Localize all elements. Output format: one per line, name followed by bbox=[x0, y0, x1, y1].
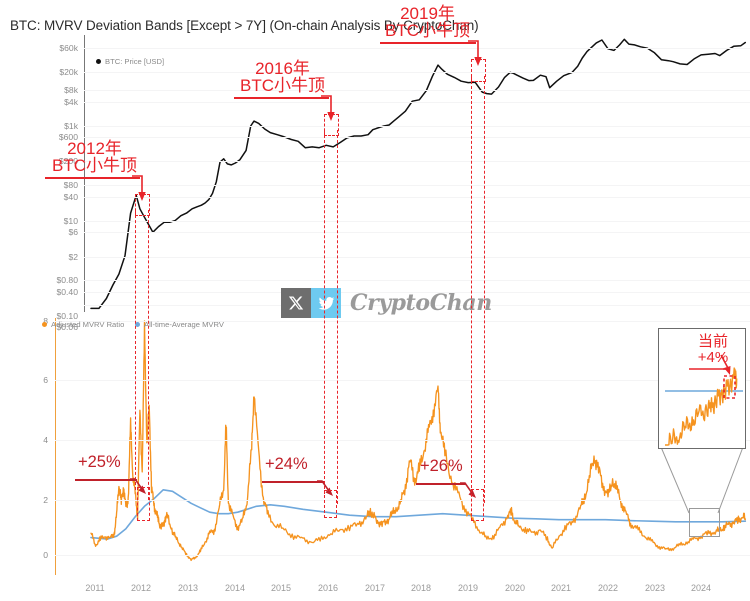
x-axis-tick: 2015 bbox=[270, 583, 292, 593]
mvrv-ytick: 4 bbox=[43, 435, 48, 445]
x-axis-tick: 2014 bbox=[224, 583, 246, 593]
annotation-pct-2012-arrow-icon bbox=[130, 478, 146, 494]
x-axis-tick: 2020 bbox=[504, 583, 526, 593]
x-axis-tick: 2022 bbox=[597, 583, 619, 593]
price-ytick: $0.40 bbox=[56, 287, 78, 297]
annotation-pct-2019: +26% bbox=[420, 457, 463, 475]
price-highlight-box-2019 bbox=[471, 59, 486, 82]
mvrv-ytick: 2 bbox=[43, 495, 48, 505]
mvrv-y-axis-line bbox=[55, 318, 56, 575]
price-ytick: $20k bbox=[59, 67, 78, 77]
price-ytick: $60k bbox=[59, 43, 78, 53]
annotation-pct-2012: +25% bbox=[78, 453, 121, 471]
price-ytick: $6 bbox=[68, 227, 78, 237]
watermark-brand: CryptoChan bbox=[350, 290, 492, 316]
price-highlight-box-2012 bbox=[135, 194, 150, 216]
legend-mvrv-ratio-label: Adjusted MVRV Ratio bbox=[51, 320, 125, 329]
x-axis-tick: 2024 bbox=[690, 583, 712, 593]
inset-connector-lines bbox=[660, 446, 744, 514]
annotation-pct-2012-rule bbox=[75, 479, 137, 481]
annotation-2019-rule bbox=[380, 42, 476, 44]
x-axis-tick: 2023 bbox=[644, 583, 666, 593]
connector-2019-right bbox=[484, 76, 485, 503]
mvrv-chart-panel bbox=[55, 318, 750, 575]
price-ytick: $0.10 bbox=[56, 311, 78, 321]
inset-annotation: 当前 +4% bbox=[687, 334, 739, 366]
legend-dot-mvrv-ratio-icon bbox=[42, 322, 47, 327]
legend-dot-price-icon bbox=[96, 59, 101, 64]
price-ytick: $1k bbox=[64, 121, 78, 131]
annotation-pct-2019-rule bbox=[416, 483, 466, 485]
annotation-pct-2016: +24% bbox=[265, 455, 308, 473]
price-line-series bbox=[90, 38, 747, 310]
price-highlight-box-2016 bbox=[324, 114, 339, 136]
inset-source-region bbox=[689, 508, 720, 537]
x-logo-icon bbox=[281, 288, 311, 318]
price-ytick: $0.80 bbox=[56, 275, 78, 285]
connector-2012-right bbox=[148, 210, 149, 500]
legend-mvrv-average-label: All-time-Average MVRV bbox=[144, 320, 224, 329]
annotation-2016-top: 2016年 BTC小牛顶 bbox=[240, 60, 325, 95]
price-y-axis: $60k $20k $8k $4k $1k $600 $200 $80 $40 … bbox=[0, 35, 78, 332]
inset-chart bbox=[665, 354, 743, 446]
x-axis-tick: 2021 bbox=[550, 583, 572, 593]
mvrv-ytick: 0 bbox=[43, 550, 48, 560]
annotation-2019-line2: BTC小牛顶 bbox=[385, 21, 470, 41]
mvrv-y-axis: 0 2 4 6 8 bbox=[0, 316, 48, 575]
mvrv-highlight-box-2016 bbox=[324, 490, 337, 518]
mvrv-line-series bbox=[90, 320, 747, 562]
twitter-bird-icon bbox=[311, 288, 341, 318]
price-ytick: $8k bbox=[64, 85, 78, 95]
price-ytick: $4k bbox=[64, 97, 78, 107]
annotation-2012-line1: 2012年 bbox=[67, 139, 122, 158]
price-ytick: $200 bbox=[58, 156, 78, 166]
legend-mvrv-average: All-time-Average MVRV bbox=[135, 320, 224, 329]
connector-2016-right bbox=[337, 130, 338, 504]
annotation-pct-2016-arrow-icon bbox=[317, 480, 333, 496]
page-title: BTC: MVRV Deviation Bands [Except > 7Y] … bbox=[10, 18, 479, 33]
mvrv-ytick: 8 bbox=[43, 316, 48, 326]
legend-dot-mvrv-average-icon bbox=[135, 322, 140, 327]
price-ytick: $0.06 bbox=[56, 322, 78, 332]
annotation-2019-line1: 2019年 bbox=[400, 4, 455, 23]
x-axis-tick: 2017 bbox=[364, 583, 386, 593]
x-axis-tick: 2011 bbox=[85, 583, 105, 593]
price-ytick: $600 bbox=[58, 132, 78, 142]
watermark: CryptoChan bbox=[281, 288, 492, 318]
price-ytick: $2 bbox=[68, 252, 78, 262]
annotation-2012-rule bbox=[45, 177, 140, 179]
x-axis-tick: 2013 bbox=[177, 583, 199, 593]
annotation-pct-2016-rule bbox=[262, 481, 324, 483]
annotation-2019-top: 2019年 BTC小牛顶 bbox=[385, 5, 470, 40]
connector-2019-left bbox=[471, 76, 472, 493]
x-axis-tick: 2018 bbox=[410, 583, 432, 593]
price-ytick: $10 bbox=[63, 216, 78, 226]
inset-annotation-line2: +4% bbox=[697, 348, 729, 366]
mvrv-highlight-box-2019 bbox=[471, 489, 484, 521]
x-axis-tick: 2012 bbox=[130, 583, 152, 593]
mvrv-ytick: 6 bbox=[43, 375, 48, 385]
price-chart-panel bbox=[84, 35, 750, 312]
x-axis-tick: 2016 bbox=[317, 583, 339, 593]
x-axis-tick: 2019 bbox=[457, 583, 479, 593]
annotation-2012-top: 2012年 BTC小牛顶 bbox=[52, 140, 137, 175]
inset-magnifier-panel: 当前 +4% bbox=[658, 328, 746, 449]
annotation-2016-line2: BTC小牛顶 bbox=[240, 76, 325, 96]
legend-price-label: BTC: Price [USD] bbox=[105, 57, 165, 66]
connector-2016-left bbox=[324, 130, 325, 494]
annotation-2016-rule bbox=[234, 97, 329, 99]
annotation-2016-line1: 2016年 bbox=[255, 59, 310, 78]
price-ytick: $80 bbox=[63, 180, 78, 190]
mvrv-highlight-box-2012 bbox=[137, 487, 150, 521]
price-ytick: $40 bbox=[63, 192, 78, 202]
inset-annotation-line1: 当前 bbox=[697, 333, 728, 350]
legend-price: BTC: Price [USD] bbox=[96, 57, 164, 66]
legend-mvrv-ratio: Adjusted MVRV Ratio bbox=[42, 320, 124, 329]
price-y-axis-line bbox=[84, 35, 85, 312]
annotation-pct-2019-arrow-icon bbox=[460, 482, 476, 498]
annotation-2012-line2: BTC小牛顶 bbox=[52, 156, 137, 176]
connector-2012-left bbox=[135, 210, 136, 490]
